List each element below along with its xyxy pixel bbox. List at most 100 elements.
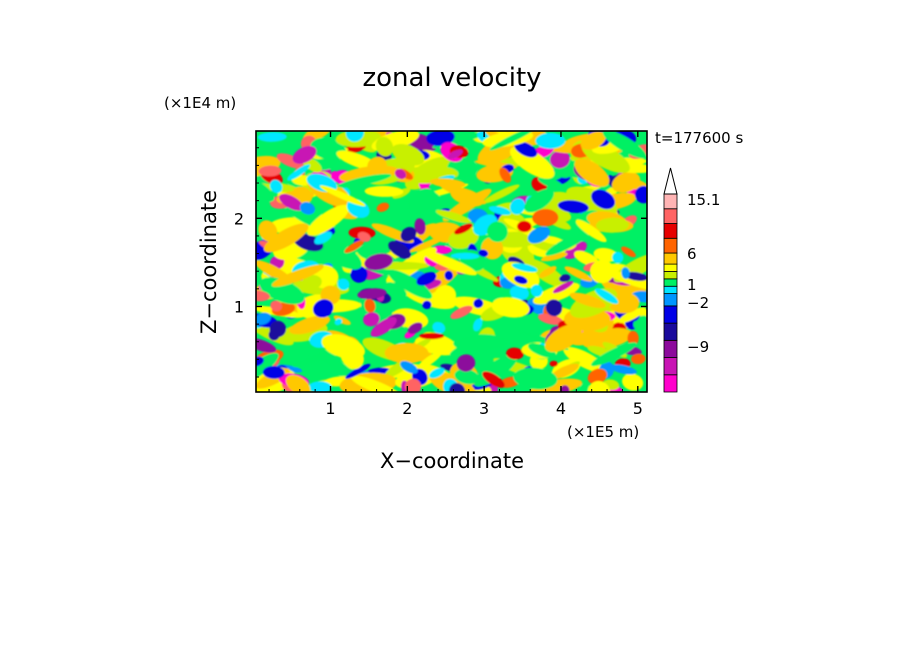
- contour-region: [549, 360, 558, 367]
- contour-region: [569, 292, 606, 309]
- contour-region: [596, 217, 629, 233]
- contour-region: [535, 132, 566, 149]
- contour-region: [552, 280, 574, 294]
- colorbar-segment: [663, 237, 678, 254]
- contour-region: [394, 168, 406, 180]
- contour-region: [564, 241, 587, 260]
- contour-region: [478, 249, 489, 257]
- contour-region: [524, 188, 555, 213]
- contour-region: [269, 179, 283, 194]
- contour-region: [444, 270, 454, 281]
- contour-region: [345, 131, 364, 142]
- colorbar-extend-arrow: [663, 167, 678, 195]
- contour-region: [256, 312, 271, 325]
- colorbar-segment: [663, 322, 678, 341]
- contour-region: [385, 282, 407, 298]
- contour-region: [405, 378, 422, 392]
- contour-region: [559, 274, 571, 283]
- colorbar-segment: [663, 305, 678, 324]
- y-unit-label: (×1E4 m): [164, 94, 236, 112]
- colorbar-segment: [663, 193, 678, 210]
- contour-region: [308, 381, 332, 392]
- x-tick-label: 2: [402, 399, 412, 418]
- contour-region: [587, 368, 608, 385]
- colorbar-label: −2: [687, 294, 709, 312]
- contour-region: [357, 231, 371, 242]
- contour-region: [594, 288, 619, 304]
- contour-region: [549, 150, 570, 169]
- contour-region: [624, 271, 647, 281]
- contour-region: [612, 251, 624, 264]
- colorbar-label: −9: [687, 338, 709, 356]
- colorbar-segment: [663, 208, 678, 224]
- plot-area: [255, 130, 648, 393]
- contour-region: [488, 205, 511, 216]
- contour-region: [270, 300, 282, 312]
- contour-region: [384, 342, 429, 364]
- contour-region: [574, 158, 610, 187]
- contour-region: [591, 189, 616, 210]
- contour-region: [491, 297, 530, 318]
- contour-region: [575, 219, 607, 243]
- contour-region: [472, 318, 483, 332]
- contour-region: [334, 318, 343, 326]
- x-tick-label: 4: [556, 399, 566, 418]
- contour-region: [337, 278, 350, 291]
- contour-region: [387, 269, 433, 300]
- contour-region: [473, 298, 484, 309]
- contour-region: [545, 230, 591, 256]
- contour-region: [514, 275, 528, 285]
- contour-region: [312, 299, 334, 318]
- contour-region: [499, 167, 512, 183]
- contour-region: [345, 363, 371, 379]
- colorbar-segment: [663, 374, 678, 393]
- contour-region: [550, 363, 579, 379]
- contour-region: [539, 266, 557, 278]
- contour-region: [400, 227, 417, 242]
- contour-region: [533, 282, 580, 305]
- x-tick-label: 1: [325, 399, 335, 418]
- contour-region: [256, 176, 275, 202]
- contour-region: [287, 164, 311, 181]
- time-label: t=177600 s: [655, 129, 743, 147]
- contour-region: [530, 284, 543, 297]
- x-tick-label: 3: [479, 399, 489, 418]
- contour-region: [391, 143, 425, 166]
- contour-region: [447, 149, 463, 160]
- contour-region: [454, 368, 480, 385]
- contour-region: [489, 131, 538, 151]
- contour-region: [544, 324, 583, 353]
- contour-region: [268, 329, 280, 341]
- contour-region: [580, 131, 607, 150]
- contour-region: [419, 332, 445, 340]
- contour-region: [259, 277, 305, 305]
- contour-region: [310, 234, 362, 270]
- contour-region: [449, 383, 466, 392]
- contour-region: [364, 298, 376, 313]
- contour-region: [301, 275, 322, 291]
- contour-region: [527, 343, 557, 359]
- contour-region: [545, 299, 563, 317]
- colorbar-segment: [663, 357, 678, 376]
- contour-region: [429, 367, 445, 379]
- contour-region: [376, 202, 390, 212]
- plot-frame: [255, 130, 648, 393]
- contour-region: [509, 285, 530, 301]
- contour-region: [509, 146, 555, 179]
- contour-region: [609, 364, 637, 375]
- contour-region: [416, 272, 437, 286]
- contour-region: [605, 270, 647, 291]
- contour-region: [456, 354, 476, 372]
- contour-region: [426, 131, 455, 146]
- y-axis-label: Z−coordinate: [197, 190, 221, 334]
- contour-region: [557, 200, 589, 213]
- contour-region: [563, 346, 607, 373]
- contour-region: [292, 145, 317, 164]
- colorbar-segment: [663, 293, 678, 307]
- contour-region: [611, 171, 641, 193]
- contour-region: [363, 312, 380, 327]
- contour-region: [422, 250, 477, 276]
- contour-region: [506, 347, 524, 360]
- contour-region: [618, 307, 646, 323]
